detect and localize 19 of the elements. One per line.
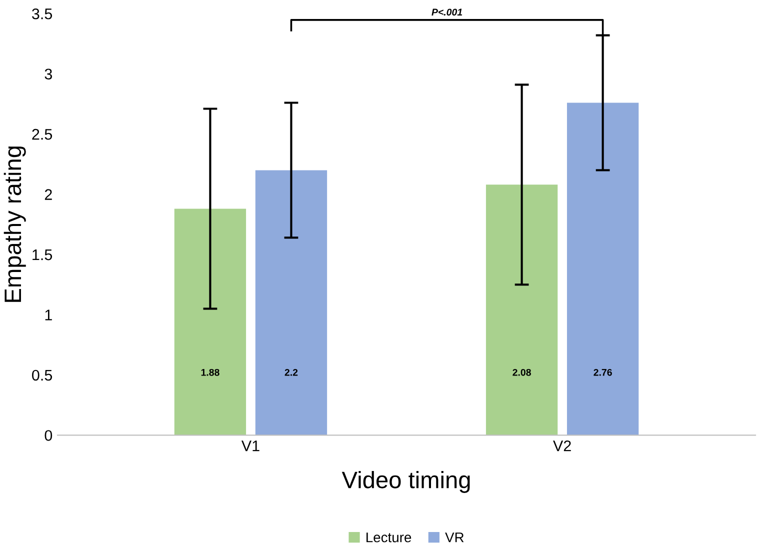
- legend-label: VR: [445, 532, 464, 542]
- x-axis-title: Video timing: [342, 470, 470, 493]
- y-tick-label: 3.5: [32, 8, 52, 20]
- y-tick-label: 1.5: [32, 250, 52, 260]
- y-tick-label: 3: [44, 68, 52, 80]
- data-label: 1.88: [201, 368, 220, 376]
- y-tick-label: 2.5: [32, 128, 52, 140]
- y-tick-label: 2: [44, 189, 52, 200]
- data-label: 2.2: [284, 368, 298, 376]
- x-tick-label: V1: [241, 440, 260, 452]
- x-tick-label: V2: [553, 440, 571, 452]
- y-axis-title: Empathy rating: [4, 146, 26, 302]
- annotation: P<.001: [432, 8, 462, 16]
- y-tick-label: 1: [45, 310, 52, 320]
- y-tick-label: 0: [44, 430, 52, 441]
- data-label: 2.76: [594, 368, 612, 376]
- data-label: 2.08: [512, 368, 531, 376]
- y-tick-label: 0.5: [32, 370, 52, 381]
- legend-label: Lecture: [366, 532, 412, 542]
